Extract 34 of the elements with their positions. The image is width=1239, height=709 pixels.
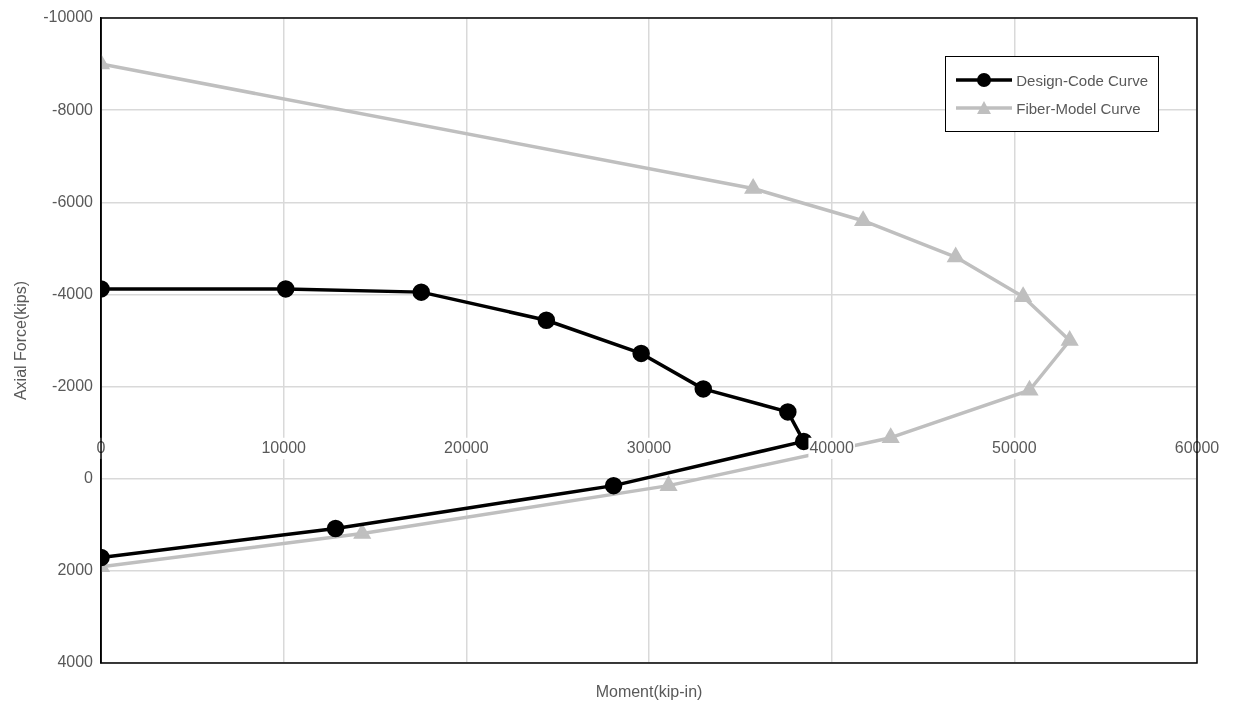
point xyxy=(412,283,430,301)
y-tick-label: -10000 xyxy=(43,8,94,26)
point xyxy=(882,428,899,443)
x-tick-label: 20000 xyxy=(444,438,489,456)
y-axis-title: Axial Force(kips) xyxy=(12,280,30,401)
x-tick-label: 50000 xyxy=(992,438,1037,456)
x-axis-title: Moment(kip-in) xyxy=(595,683,703,701)
point xyxy=(1015,287,1031,302)
x-tick-label: 40000 xyxy=(809,438,855,456)
y-tick-label: -6000 xyxy=(52,192,94,210)
x-tick-label: 10000 xyxy=(261,438,307,456)
y-tick-label: 4000 xyxy=(57,653,94,671)
legend-label: Design-Code Curve xyxy=(1016,71,1148,89)
y-tick-label: -8000 xyxy=(52,100,94,118)
y-tick-label: -2000 xyxy=(52,376,94,394)
legend-label: Fiber-Model Curve xyxy=(1016,99,1141,117)
point xyxy=(604,476,623,495)
point xyxy=(1021,381,1038,396)
y-tick-label: -4000 xyxy=(52,284,94,302)
point xyxy=(537,311,556,329)
point xyxy=(745,179,761,194)
point xyxy=(1061,331,1078,346)
x-tick-label: 30000 xyxy=(626,438,672,456)
point xyxy=(632,344,650,363)
point xyxy=(326,519,345,538)
point xyxy=(855,211,871,226)
y-tick-label: 0 xyxy=(84,469,94,487)
y-tick-label: 2000 xyxy=(57,561,94,579)
point xyxy=(276,280,295,298)
point xyxy=(779,403,797,421)
point xyxy=(694,380,713,398)
point xyxy=(660,476,677,491)
point xyxy=(947,248,964,263)
point xyxy=(354,524,371,539)
